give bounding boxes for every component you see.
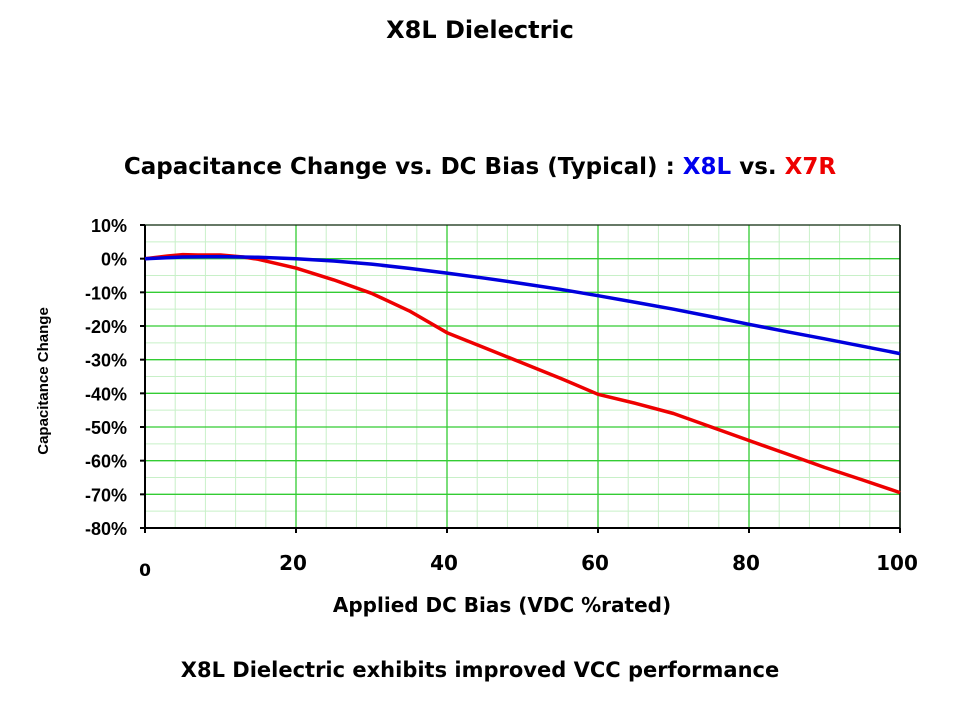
y-tick-label: -40% <box>85 384 127 404</box>
x-tick-label: 100 <box>876 551 918 575</box>
x-tick-label: 20 <box>279 551 307 575</box>
y-tick-label: -30% <box>85 351 127 371</box>
chart-title-x8l: X8L <box>682 154 732 180</box>
y-tick-label: -80% <box>85 519 127 539</box>
y-tick-label: -20% <box>85 317 127 337</box>
series-line-x8l <box>144 254 901 356</box>
x-tick-label: 40 <box>430 551 458 575</box>
chart-title-part: Capacitance Change vs. DC Bias (Typical)… <box>123 154 683 180</box>
x-axis-label: Applied DC Bias (VDC %rated) <box>333 593 671 617</box>
chart-title-part: vs. <box>731 154 785 180</box>
y-tick-label: -60% <box>85 452 127 472</box>
x-tick-label: 0 <box>139 561 151 581</box>
y-tick-label: 0% <box>101 250 127 270</box>
page-title: X8L Dielectric <box>386 16 574 44</box>
y-tick-label: 10% <box>91 216 127 236</box>
chart-title: Capacitance Change vs. DC Bias (Typical)… <box>0 154 960 180</box>
x-tick-label: 60 <box>581 551 609 575</box>
series-line-x7r <box>144 252 901 495</box>
y-tick-label: -50% <box>85 418 127 438</box>
y-tick-label: -70% <box>85 485 127 505</box>
x-tick-label: 80 <box>732 551 760 575</box>
y-axis-label: Capacitance Change <box>35 307 52 455</box>
footer-caption: X8L Dielectric exhibits improved VCC per… <box>180 658 780 682</box>
y-tick-label: -10% <box>85 283 127 303</box>
chart-title-x7r: X7R <box>784 154 837 180</box>
